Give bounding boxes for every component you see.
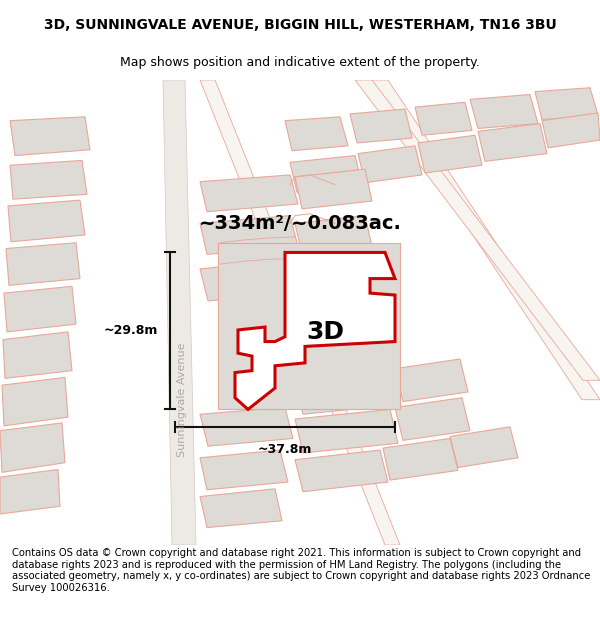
Polygon shape bbox=[295, 450, 388, 492]
Polygon shape bbox=[295, 409, 398, 453]
Polygon shape bbox=[8, 200, 85, 242]
Polygon shape bbox=[200, 216, 298, 254]
Polygon shape bbox=[418, 135, 482, 173]
Polygon shape bbox=[450, 427, 518, 468]
Polygon shape bbox=[295, 371, 398, 414]
Polygon shape bbox=[4, 286, 76, 332]
Polygon shape bbox=[218, 242, 400, 409]
Text: ~334m²/~0.083ac.: ~334m²/~0.083ac. bbox=[199, 214, 401, 233]
Polygon shape bbox=[358, 146, 422, 182]
Polygon shape bbox=[10, 161, 87, 199]
Polygon shape bbox=[0, 469, 60, 514]
Text: Sunningvale Avenue: Sunningvale Avenue bbox=[177, 342, 187, 457]
Polygon shape bbox=[163, 80, 196, 545]
Polygon shape bbox=[415, 102, 472, 135]
Polygon shape bbox=[200, 80, 400, 545]
Polygon shape bbox=[200, 259, 300, 301]
Polygon shape bbox=[350, 109, 412, 143]
Polygon shape bbox=[370, 80, 600, 400]
Text: Map shows position and indicative extent of the property.: Map shows position and indicative extent… bbox=[120, 56, 480, 69]
Polygon shape bbox=[395, 398, 470, 441]
Text: ~29.8m: ~29.8m bbox=[104, 324, 158, 338]
Polygon shape bbox=[295, 169, 372, 209]
Polygon shape bbox=[235, 253, 395, 409]
Text: 3D: 3D bbox=[306, 320, 344, 344]
Text: Contains OS data © Crown copyright and database right 2021. This information is : Contains OS data © Crown copyright and d… bbox=[12, 548, 590, 593]
Polygon shape bbox=[355, 80, 600, 380]
Polygon shape bbox=[470, 94, 538, 129]
Polygon shape bbox=[290, 156, 362, 192]
Text: 3D, SUNNINGVALE AVENUE, BIGGIN HILL, WESTERHAM, TN16 3BU: 3D, SUNNINGVALE AVENUE, BIGGIN HILL, WES… bbox=[44, 18, 556, 32]
Polygon shape bbox=[395, 359, 468, 402]
Polygon shape bbox=[383, 439, 458, 480]
Polygon shape bbox=[478, 124, 547, 161]
Polygon shape bbox=[200, 175, 298, 212]
Text: ~37.8m: ~37.8m bbox=[258, 443, 312, 456]
Polygon shape bbox=[200, 408, 293, 446]
Polygon shape bbox=[3, 332, 72, 378]
Polygon shape bbox=[0, 423, 65, 472]
Polygon shape bbox=[6, 242, 80, 286]
Polygon shape bbox=[542, 113, 600, 148]
Polygon shape bbox=[2, 378, 68, 426]
Polygon shape bbox=[295, 216, 372, 254]
Polygon shape bbox=[285, 117, 348, 151]
Polygon shape bbox=[200, 450, 288, 490]
Polygon shape bbox=[10, 117, 90, 156]
Polygon shape bbox=[535, 88, 598, 120]
Polygon shape bbox=[200, 489, 282, 528]
